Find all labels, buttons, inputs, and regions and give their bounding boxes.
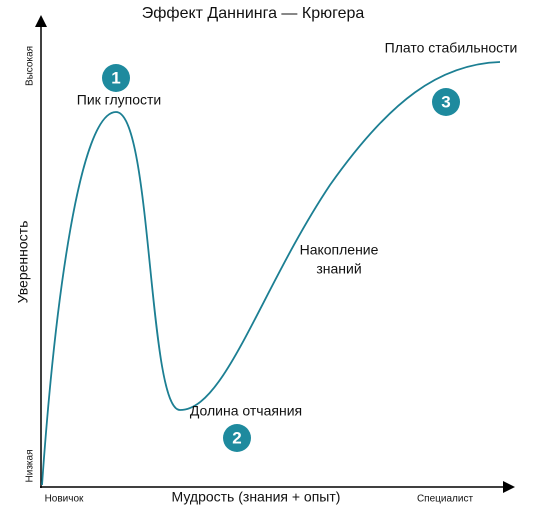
stage-number: 2 xyxy=(232,428,241,447)
stage-label: Долина отчаяния xyxy=(190,403,302,419)
stage-badge xyxy=(432,88,460,116)
stage-badge xyxy=(102,64,130,92)
x-end: Специалист xyxy=(417,494,473,505)
y-high: Высокая xyxy=(25,46,36,86)
stage-number: 3 xyxy=(441,92,450,111)
y-low: Низкая xyxy=(25,450,36,483)
annotation: Накопление xyxy=(300,242,379,258)
title: Эффект Даннинга — Крюгера xyxy=(142,5,365,22)
y-label: Уверенность xyxy=(15,221,31,304)
stage-number: 1 xyxy=(111,68,120,87)
curve xyxy=(41,61,501,486)
annotation: знаний xyxy=(316,261,361,277)
stage-label: Пик глупости xyxy=(77,92,161,108)
stage-label: Плато стабильности xyxy=(385,40,518,56)
x-label: Мудрость (знания + опыт) xyxy=(172,489,341,505)
x-start: Новичок xyxy=(45,494,84,505)
stage-badge xyxy=(223,424,251,452)
